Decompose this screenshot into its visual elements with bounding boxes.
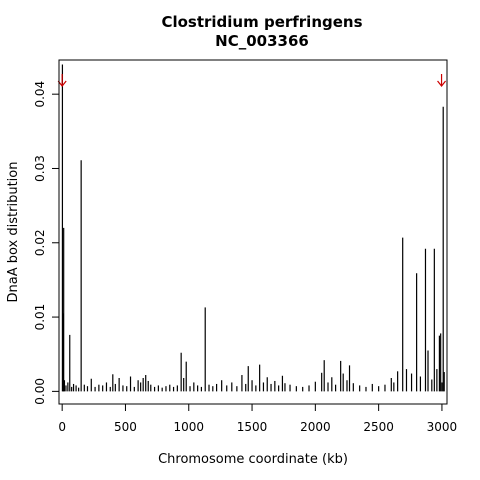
y-tick-label: 0.04 bbox=[33, 81, 47, 108]
x-tick-label: 0 bbox=[58, 420, 66, 434]
x-tick-label: 3000 bbox=[427, 420, 458, 434]
x-tick-label: 500 bbox=[114, 420, 137, 434]
y-tick-label: 0.02 bbox=[33, 229, 47, 256]
x-axis: 0 500 1000 1500 2000 2500 3000 bbox=[58, 403, 458, 434]
y-axis-label: DnaA box distribution bbox=[6, 162, 21, 303]
chart-title: Clostridium perfringens bbox=[161, 13, 362, 31]
arrows bbox=[57, 74, 447, 87]
origin-arrow-icon bbox=[437, 74, 447, 87]
y-tick-label: 0.01 bbox=[33, 304, 47, 331]
x-tick-label: 1000 bbox=[173, 420, 204, 434]
x-axis-label: Chromosome coordinate (kb) bbox=[158, 452, 348, 467]
x-tick-label: 2000 bbox=[300, 420, 331, 434]
y-axis: 0.00 0.01 0.02 0.03 0.04 bbox=[33, 81, 60, 405]
plot-frame bbox=[58, 59, 448, 405]
chart-subtitle: NC_003366 bbox=[215, 32, 309, 50]
x-tick-label: 1500 bbox=[237, 420, 268, 434]
y-tick-label: 0.00 bbox=[33, 378, 47, 405]
x-tick-label: 2500 bbox=[363, 420, 394, 434]
y-tick-label: 0.03 bbox=[33, 155, 47, 182]
bars bbox=[61, 64, 445, 392]
